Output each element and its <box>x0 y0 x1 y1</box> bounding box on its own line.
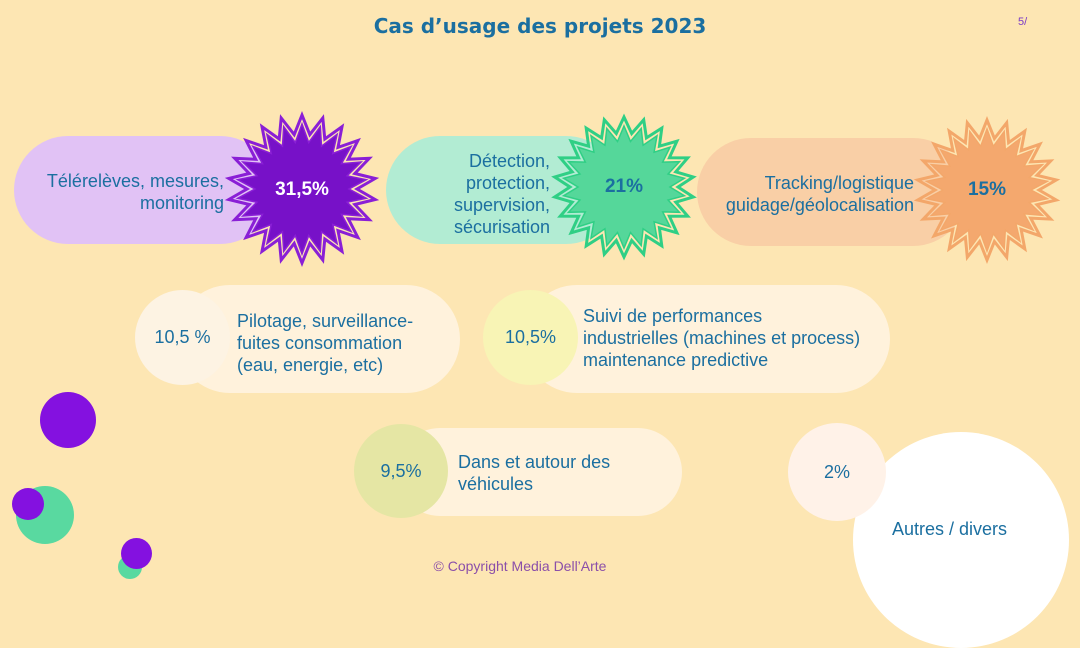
label-line: Suivi de performances <box>583 306 763 326</box>
copyright-text: © Copyright Media Dell’Arte <box>433 558 607 574</box>
label-detection: Détection, protection, supervision, sécu… <box>400 150 550 238</box>
starburst-fill <box>561 124 687 250</box>
starburst-telereleves <box>224 110 380 268</box>
starburst-detection <box>551 113 697 261</box>
label-line: protection, <box>465 173 550 193</box>
circle-suivi <box>483 290 578 385</box>
page-number: 5/ <box>1018 16 1028 28</box>
label-line: Tracking/logistique <box>764 173 914 193</box>
label-vehicules: Dans et autour des véhicules <box>458 451 668 495</box>
starburst-outline <box>551 113 697 261</box>
label-line: monitoring <box>139 193 224 213</box>
label-line: sécurisation <box>453 217 550 237</box>
value-pilotage: 10,5 % <box>154 327 211 347</box>
value-telereleves: 31,5% <box>275 179 329 200</box>
label-line: maintenance predictive <box>583 350 769 370</box>
label-line: supervision, <box>453 195 550 215</box>
circle-autres <box>788 423 886 521</box>
circle-pilotage <box>135 290 230 385</box>
label-pilotage: Pilotage, surveillance- fuites consommat… <box>237 310 457 376</box>
starburst-fill <box>924 126 1050 254</box>
starburst-outline <box>224 110 380 268</box>
label-autres: Autres / divers <box>892 518 1062 540</box>
starburst-fill <box>235 121 369 257</box>
label-line: Autres / divers <box>892 519 1008 539</box>
circle-vehicules <box>354 424 448 518</box>
label-line: fuites consommation <box>237 333 403 353</box>
value-vehicules: 9,5% <box>380 460 422 481</box>
starburst-outline <box>913 115 1061 265</box>
label-line: Dans et autour des <box>458 452 611 472</box>
value-autres: 2% <box>823 461 850 482</box>
label-suivi: Suivi de performances industrielles (mac… <box>583 305 893 371</box>
label-line: industrielles (machines et process) <box>583 328 861 348</box>
value-suivi: 10,5% <box>504 327 557 347</box>
label-telereleves: Télérelèves, mesures, monitoring <box>20 170 224 214</box>
starburst-tracking <box>913 115 1061 265</box>
label-line: guidage/géolocalisation <box>725 195 914 215</box>
label-line: véhicules <box>458 474 534 494</box>
decor-circle-purple-small <box>12 488 44 520</box>
decor-circle-purple-tiny <box>121 538 152 569</box>
pill-telereleves <box>14 136 274 244</box>
label-line: Pilotage, surveillance- <box>237 311 414 331</box>
pill-suivi <box>523 285 890 393</box>
value-detection: 21% <box>604 176 644 197</box>
label-tracking: Tracking/logistique guidage/géolocalisat… <box>700 172 914 216</box>
value-tracking: 15% <box>967 179 1007 200</box>
label-line: (eau, energie, etc) <box>237 355 384 375</box>
label-line: Détection, <box>468 151 550 171</box>
page-title: Cas d’usage des projets 2023 <box>373 14 707 38</box>
pill-tracking <box>697 138 967 246</box>
label-line: Télérelèves, mesures, <box>46 171 224 191</box>
decor-circle-purple-large <box>40 392 96 448</box>
